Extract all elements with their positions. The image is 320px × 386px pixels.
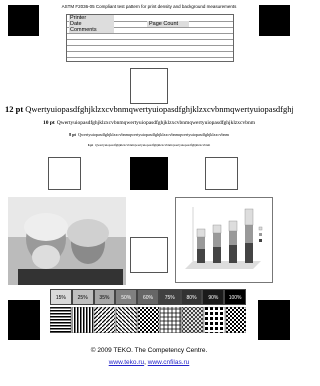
size-label: 10 pt [42,120,55,126]
sample-text: Qwertyuiopasdfghjklzxcvbnmqwertyuiopasdf… [95,143,211,147]
white-square [130,237,168,273]
sample-text: Qwertyuiopasdfghjklzxcvbnmqwertyuiopasdf… [56,120,256,126]
form-label: Page Count [147,21,189,27]
white-square [48,157,81,190]
link[interactable]: www.cnfilas.ru [147,359,190,366]
sample-text: Qwertyuiopasdfghjklzxcvbnmqwertyuiopasdf… [25,104,293,114]
gray-patch: 100% [224,289,246,305]
corner-square [259,5,290,36]
gray-patch: 75% [158,289,181,305]
gray-patch: 35% [93,289,116,305]
pattern-row [50,307,246,333]
text-sample: 6 pt Qwertyuiopasdfghjklzxcvbnmqwertyuiop… [5,143,293,147]
form-label: Comments [69,27,114,33]
corner-square [8,5,39,36]
size-label: 12 pt [5,104,24,114]
form-label: Printer [69,15,114,21]
sample-text: Qwertyuiopasdfghjklzxcvbnmqwertyuiopasdf… [77,132,229,137]
text-sample: 12 pt Qwertyuiopasdfghjklzxcvbnmqwertyuio… [5,104,293,114]
links: www.teko.ru, www.cnfilas.ru [0,359,298,366]
gray-patch: 25% [71,289,94,305]
info-form: Printer Date Page Count Comments [66,14,234,62]
corner-square [258,300,290,340]
corner-square [8,300,40,340]
separator: , [144,359,146,366]
text-sample: 10 pt Qwertyuiopasdfghjklzxcvbnmqwertyuio… [5,120,293,126]
gray-patch: 60% [137,289,159,305]
chart-image [175,197,273,283]
size-label: 8 pt [69,132,76,137]
black-square [130,157,168,190]
gray-patch: 90% [202,289,225,305]
gray-patch: 15% [50,289,72,305]
title: ASTM F2036-05 Compliant test pattern for… [61,4,237,9]
text-sample: 8 pt Qwertyuiopasdfghjklzxcvbnmqwertyuiop… [5,132,293,137]
gray-patch: 50% [115,289,138,305]
form-label: Date [69,21,114,27]
photo [8,197,126,285]
white-square [205,157,238,190]
copyright: © 2009 TEKO. The Competency Centre. [90,347,208,354]
page: {"header":{"title":"ASTM F2036-05 Compli… [0,4,298,366]
gray-patch: 80% [180,289,203,305]
white-square [130,68,168,104]
size-label: 6 pt [87,143,94,147]
link[interactable]: www.teko.ru [108,359,145,366]
